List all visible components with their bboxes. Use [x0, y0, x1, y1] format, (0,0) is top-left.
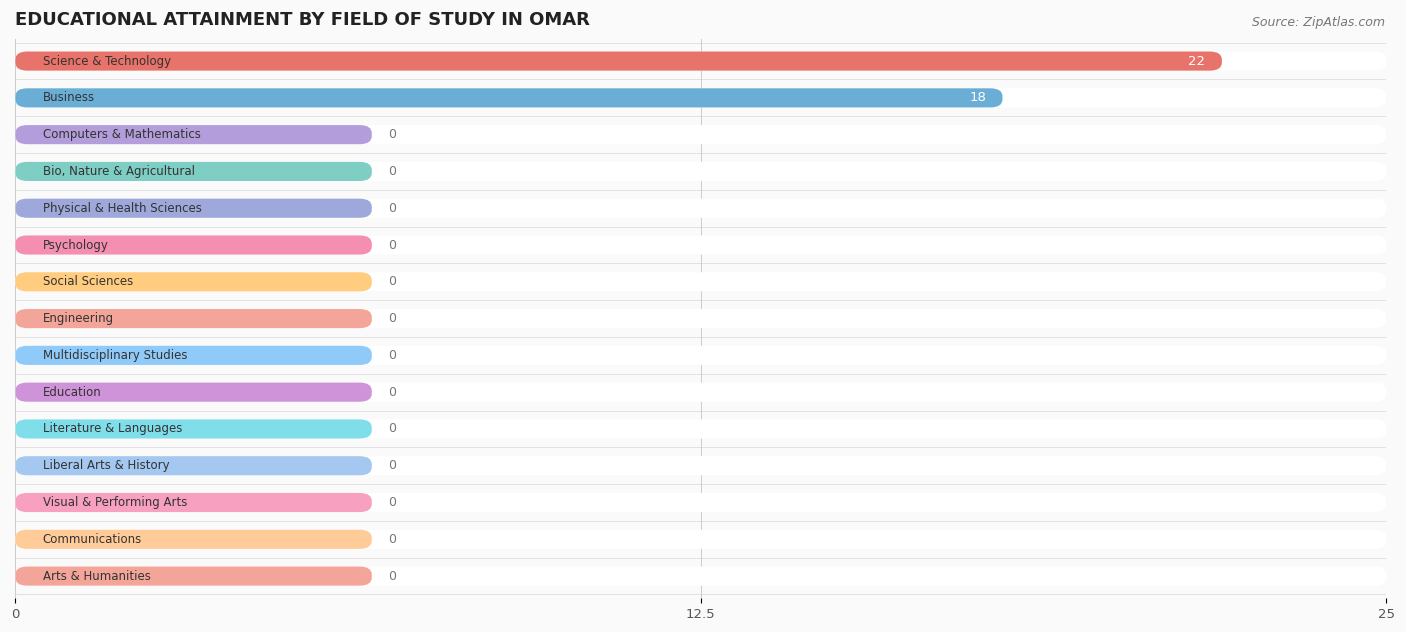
Text: Communications: Communications — [42, 533, 142, 546]
FancyBboxPatch shape — [15, 420, 1386, 439]
Text: 0: 0 — [388, 422, 396, 435]
Text: 18: 18 — [969, 92, 986, 104]
FancyBboxPatch shape — [15, 236, 1386, 255]
Text: Arts & Humanities: Arts & Humanities — [42, 569, 150, 583]
Text: 0: 0 — [388, 276, 396, 288]
FancyBboxPatch shape — [15, 198, 371, 218]
FancyBboxPatch shape — [15, 309, 1386, 328]
FancyBboxPatch shape — [15, 566, 1386, 586]
FancyBboxPatch shape — [15, 530, 1386, 549]
FancyBboxPatch shape — [15, 382, 371, 402]
FancyBboxPatch shape — [15, 493, 1386, 512]
FancyBboxPatch shape — [15, 382, 1386, 402]
Text: Liberal Arts & History: Liberal Arts & History — [42, 459, 169, 472]
Text: Psychology: Psychology — [42, 238, 108, 252]
FancyBboxPatch shape — [15, 566, 371, 586]
Text: 0: 0 — [388, 459, 396, 472]
FancyBboxPatch shape — [15, 272, 1386, 291]
Text: 0: 0 — [388, 128, 396, 141]
FancyBboxPatch shape — [15, 162, 371, 181]
Text: Education: Education — [42, 386, 101, 399]
Text: 0: 0 — [388, 238, 396, 252]
FancyBboxPatch shape — [15, 456, 371, 475]
FancyBboxPatch shape — [15, 51, 1222, 71]
Text: Science & Technology: Science & Technology — [42, 54, 172, 68]
FancyBboxPatch shape — [15, 456, 1386, 475]
Text: 0: 0 — [388, 496, 396, 509]
Text: 0: 0 — [388, 569, 396, 583]
FancyBboxPatch shape — [15, 236, 371, 255]
FancyBboxPatch shape — [15, 88, 1386, 107]
Text: 0: 0 — [388, 312, 396, 325]
Text: 0: 0 — [388, 386, 396, 399]
FancyBboxPatch shape — [15, 346, 1386, 365]
FancyBboxPatch shape — [15, 198, 1386, 218]
Text: Computers & Mathematics: Computers & Mathematics — [42, 128, 201, 141]
FancyBboxPatch shape — [15, 51, 1386, 71]
Text: Source: ZipAtlas.com: Source: ZipAtlas.com — [1251, 16, 1385, 29]
FancyBboxPatch shape — [15, 88, 1002, 107]
FancyBboxPatch shape — [15, 346, 371, 365]
Text: Literature & Languages: Literature & Languages — [42, 422, 183, 435]
Text: 0: 0 — [388, 533, 396, 546]
FancyBboxPatch shape — [15, 125, 1386, 144]
FancyBboxPatch shape — [15, 530, 371, 549]
Text: 0: 0 — [388, 349, 396, 362]
Text: Visual & Performing Arts: Visual & Performing Arts — [42, 496, 187, 509]
Text: Physical & Health Sciences: Physical & Health Sciences — [42, 202, 201, 215]
FancyBboxPatch shape — [15, 309, 371, 328]
FancyBboxPatch shape — [15, 420, 371, 439]
Text: Bio, Nature & Agricultural: Bio, Nature & Agricultural — [42, 165, 194, 178]
Text: 0: 0 — [388, 202, 396, 215]
FancyBboxPatch shape — [15, 125, 371, 144]
FancyBboxPatch shape — [15, 162, 1386, 181]
FancyBboxPatch shape — [15, 493, 371, 512]
Text: 22: 22 — [1188, 54, 1205, 68]
FancyBboxPatch shape — [15, 272, 371, 291]
Text: Engineering: Engineering — [42, 312, 114, 325]
Text: 0: 0 — [388, 165, 396, 178]
Text: Social Sciences: Social Sciences — [42, 276, 134, 288]
Text: EDUCATIONAL ATTAINMENT BY FIELD OF STUDY IN OMAR: EDUCATIONAL ATTAINMENT BY FIELD OF STUDY… — [15, 11, 591, 29]
Text: Multidisciplinary Studies: Multidisciplinary Studies — [42, 349, 187, 362]
Text: Business: Business — [42, 92, 94, 104]
